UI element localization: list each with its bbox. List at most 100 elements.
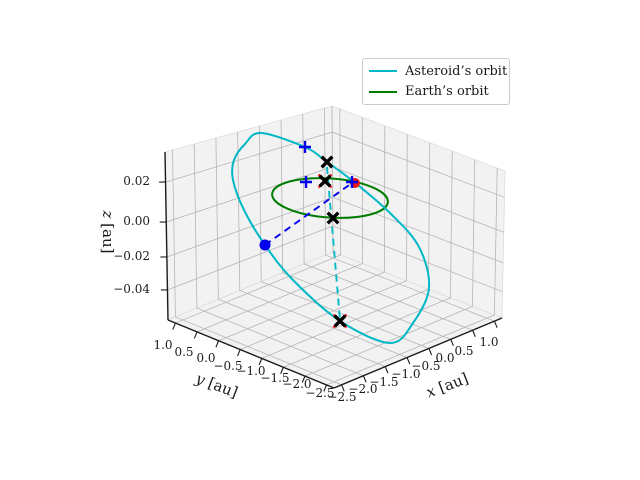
x-tick — [406, 357, 411, 365]
y-tick — [237, 349, 241, 357]
markers — [259, 141, 360, 329]
grid-line — [239, 290, 408, 358]
x-tick — [341, 384, 345, 392]
asteroid-orbit-legend-line — [369, 70, 397, 73]
grid-line — [218, 271, 385, 342]
grid-line — [493, 168, 498, 316]
grid-line — [406, 134, 408, 281]
black-x-marker — [333, 314, 347, 328]
x-tick — [384, 366, 389, 374]
grid-line — [175, 316, 342, 386]
grid-line — [302, 114, 305, 264]
y-tick — [258, 358, 263, 366]
grid-line — [332, 196, 504, 264]
y-tick-label: 0.0 — [196, 351, 215, 365]
x-tick — [362, 375, 367, 383]
x-tick-label: −2.0 — [348, 382, 377, 396]
y-tick — [280, 367, 284, 374]
grid-line — [167, 225, 333, 291]
y-tick — [215, 340, 220, 348]
legend: Asteroid’s orbit Earth’s orbit — [362, 58, 510, 105]
grid-line — [332, 131, 505, 198]
x-tick — [472, 330, 476, 337]
x-tick-label: −0.5 — [411, 359, 440, 373]
grid-line — [450, 151, 453, 298]
y-tick-label: −2.0 — [282, 377, 311, 391]
asteroid-orbit-path — [231, 131, 431, 345]
y-tick-label: 0.5 — [174, 345, 193, 359]
x-tick-label: 0.5 — [454, 344, 473, 358]
grid-lines — [165, 105, 505, 386]
grid-line — [166, 196, 333, 258]
blue-plus-marker — [346, 176, 358, 188]
x-tick-label: −2.5 — [327, 390, 356, 404]
y-tick-label: −1.0 — [236, 364, 265, 378]
grid-line — [472, 159, 476, 307]
tick-marks — [159, 181, 498, 392]
y-tick — [301, 375, 306, 383]
earth-orbit-path — [271, 177, 389, 219]
black-x-marker — [320, 155, 334, 169]
y-tick-label: 1.0 — [153, 338, 172, 352]
y-tick — [323, 384, 328, 392]
grid-line — [280, 120, 284, 273]
y-axis-spine — [167, 319, 335, 389]
grid-line — [428, 142, 431, 290]
earth-orbit-legend-line — [369, 90, 397, 93]
grid-line — [196, 307, 364, 377]
grid-line — [304, 306, 473, 377]
dashed-connector-line — [326, 166, 341, 321]
y-tick — [172, 322, 176, 330]
grid-line — [332, 166, 504, 233]
grid-line — [303, 263, 473, 331]
grid-line — [282, 272, 451, 340]
z-tick-label: −0.02 — [113, 249, 150, 263]
x-tick — [428, 348, 433, 356]
x-tick-label: 1.0 — [479, 335, 498, 349]
y-tick-label: −0.5 — [213, 359, 242, 373]
grid-line — [237, 131, 241, 291]
blue-point-marker — [259, 239, 271, 251]
blue-plus-marker — [300, 176, 312, 188]
y-tick — [193, 331, 198, 339]
x-tick-label: 0.0 — [435, 351, 454, 365]
y-tick-label: −2.5 — [305, 386, 334, 400]
x-tick-label: −1.5 — [369, 375, 398, 389]
black-x-marker — [318, 174, 332, 188]
x-tick — [450, 339, 454, 347]
dashed-connector-line — [264, 182, 353, 246]
earth-orbit-legend-label: Earth’s orbit — [405, 84, 489, 100]
z-axis-label: z [au] — [99, 210, 117, 254]
z-axis-spine — [164, 151, 169, 321]
grid-line — [332, 225, 503, 293]
grid-line — [215, 137, 219, 300]
z-tick-label: −0.04 — [113, 282, 150, 296]
grid-line — [166, 166, 333, 223]
grid-line — [165, 131, 333, 183]
legend-item-earth: Earth’s orbit — [369, 82, 503, 102]
x-axis-label: x [au] — [424, 369, 471, 401]
y-tick-label: −1.5 — [260, 371, 289, 385]
grid-line — [193, 143, 198, 309]
blue-plus-marker — [299, 141, 311, 153]
z-tick-label: 0.00 — [123, 214, 150, 228]
x-axis-spine — [333, 317, 503, 389]
black-x-marker — [326, 211, 340, 225]
grid-line — [258, 126, 262, 282]
z-tick-label: 0.02 — [123, 174, 150, 188]
grid-line — [326, 314, 495, 386]
axis-spines — [164, 151, 503, 389]
asteroid-orbit-legend-label: Asteroid’s orbit — [405, 63, 508, 79]
x-tick — [493, 320, 498, 328]
grid-line — [196, 263, 363, 333]
grid-line — [240, 280, 407, 350]
grid-line — [325, 254, 495, 322]
grid-line — [218, 298, 386, 368]
x-tick-label: −1.0 — [391, 367, 420, 381]
legend-item-asteroid: Asteroid’s orbit — [369, 61, 507, 81]
grid-line — [339, 108, 342, 255]
grid-line — [172, 149, 176, 317]
grid-line — [175, 254, 341, 324]
